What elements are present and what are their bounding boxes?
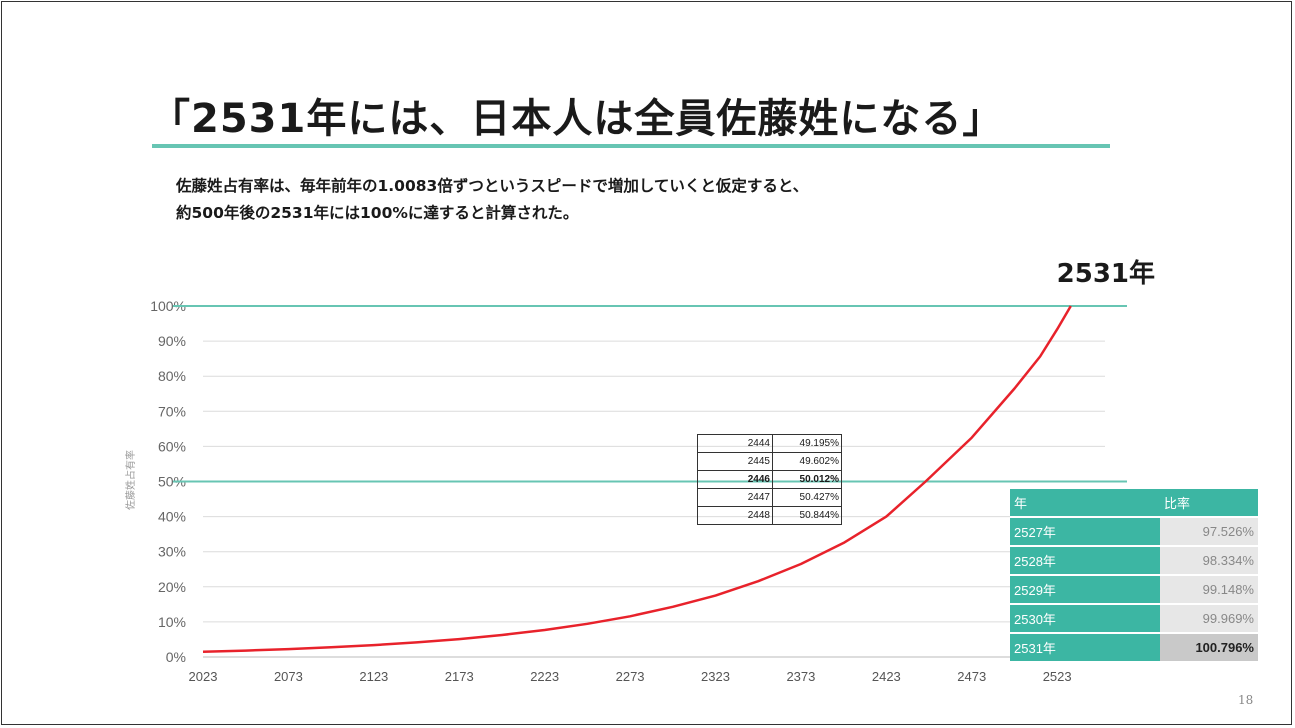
ratio-value: 100.796% xyxy=(1160,633,1258,663)
inset-year: 2445 xyxy=(697,452,773,471)
slide-title: 「2531年には、日本人は全員佐藤姓になる」 xyxy=(150,96,1004,142)
description-line-1: 佐藤姓占有率は、毎年前年の1.0083倍ずつというスピードで増加していくと仮定す… xyxy=(176,177,809,195)
inset-row: 2447 50.427% xyxy=(697,488,842,507)
inset-value: 49.195% xyxy=(772,434,842,453)
inset-value: 49.602% xyxy=(772,452,842,471)
x-tick-label: 2173 xyxy=(445,669,474,684)
y-axis-label: 佐藤姓占有率 xyxy=(124,450,137,510)
ratio-row-final: 2531年 100.796% xyxy=(1010,633,1258,663)
ratio-row: 2527年 97.526% xyxy=(1010,517,1258,547)
description-line-2: 約500年後の2531年には100%に達すると計算された。 xyxy=(176,204,579,222)
y-tick-label: 20% xyxy=(158,579,186,595)
x-tick-label: 2073 xyxy=(274,669,303,684)
page-number: 18 xyxy=(1238,693,1254,707)
x-tick-label: 2373 xyxy=(786,669,815,684)
ratio-year: 2528年 xyxy=(1010,546,1160,576)
y-tick-label: 40% xyxy=(158,509,186,525)
inset-row: 2445 49.602% xyxy=(697,452,842,471)
ratio-year: 2531年 xyxy=(1010,633,1160,663)
ratio-row: 2530年 99.969% xyxy=(1010,604,1258,634)
ratio-value: 98.334% xyxy=(1160,546,1258,576)
inset-value: 50.844% xyxy=(772,506,842,525)
y-tick-label: 100% xyxy=(150,298,186,314)
ratio-header-ratio: 比率 xyxy=(1160,489,1258,518)
y-tick-label: 90% xyxy=(158,333,186,349)
ratio-value: 97.526% xyxy=(1160,517,1258,547)
ratio-table-header: 年 比率 xyxy=(1010,489,1258,518)
x-tick-label: 2323 xyxy=(701,669,730,684)
y-tick-label: 70% xyxy=(158,403,186,419)
x-tick-label: 2273 xyxy=(616,669,645,684)
x-tick-label: 2023 xyxy=(189,669,218,684)
inset-year: 2444 xyxy=(697,434,773,453)
x-tick-label: 2423 xyxy=(872,669,901,684)
inset-table: 2444 49.195% 2445 49.602% 2446 50.012% 2447… xyxy=(697,434,842,525)
inset-row-highlight: 2446 50.012% xyxy=(697,470,842,489)
annotation-2531: 2531年 xyxy=(1057,258,1155,289)
y-tick-label: 50% xyxy=(158,474,186,490)
ratio-header-year: 年 xyxy=(1010,489,1160,518)
series-line xyxy=(202,305,1072,654)
inset-value: 50.012% xyxy=(772,470,842,489)
y-tick-label: 30% xyxy=(158,544,186,560)
inset-value: 50.427% xyxy=(772,488,842,507)
inset-row: 2448 50.844% xyxy=(697,506,842,525)
inset-year: 2446 xyxy=(697,470,773,489)
y-tick-label: 80% xyxy=(158,368,186,384)
inset-row: 2444 49.195% xyxy=(697,434,842,453)
title-underline xyxy=(152,144,1110,148)
y-tick-label: 0% xyxy=(166,649,186,665)
inset-year: 2448 xyxy=(697,506,773,525)
ratio-value: 99.969% xyxy=(1160,604,1258,634)
y-tick-label: 60% xyxy=(158,438,186,454)
y-tick-label: 10% xyxy=(158,614,186,630)
ratio-value: 99.148% xyxy=(1160,575,1258,605)
ratio-year: 2527年 xyxy=(1010,517,1160,547)
description: 佐藤姓占有率は、毎年前年の1.0083倍ずつというスピードで増加していくと仮定す… xyxy=(176,173,808,227)
x-tick-label: 2123 xyxy=(359,669,388,684)
ratio-row: 2528年 98.334% xyxy=(1010,546,1258,576)
x-tick-label: 2473 xyxy=(957,669,986,684)
x-tick-label: 2223 xyxy=(530,669,559,684)
ratio-table: 年 比率 2527年 97.526% 2528年 98.334% 2529年 99.1… xyxy=(1010,489,1258,663)
x-tick-label: 2523 xyxy=(1043,669,1072,684)
ratio-row: 2529年 99.148% xyxy=(1010,575,1258,605)
ratio-year: 2530年 xyxy=(1010,604,1160,634)
ratio-year: 2529年 xyxy=(1010,575,1160,605)
inset-year: 2447 xyxy=(697,488,773,507)
